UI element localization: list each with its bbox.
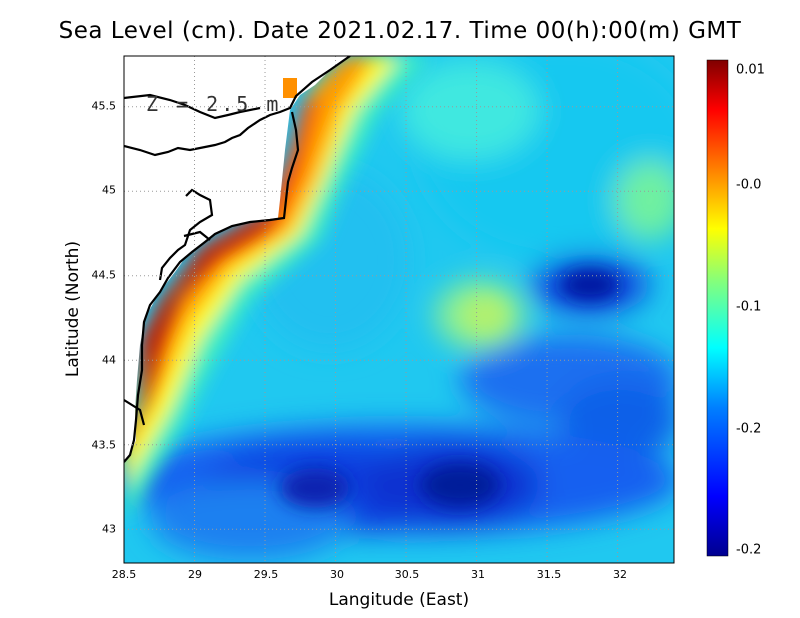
map-title: Sea Level (cm). Date 2021.02.17. Time 00… bbox=[58, 18, 742, 44]
y-tick: 45.5 bbox=[91, 99, 117, 113]
x-tick: 31.5 bbox=[536, 568, 562, 581]
map-grid bbox=[124, 56, 674, 563]
colorbar-tick: -0.2 bbox=[736, 421, 762, 437]
x-tick: 28.5 bbox=[111, 568, 137, 581]
x-tick: 29.5 bbox=[253, 568, 279, 581]
x-tick: 32 bbox=[613, 568, 627, 581]
y-tick: 43.5 bbox=[91, 438, 117, 452]
y-tick: 44.5 bbox=[91, 268, 117, 282]
x-axis-label: Langitude (East) bbox=[328, 590, 470, 610]
x-tick: 30.5 bbox=[394, 568, 420, 581]
plot-frame bbox=[123, 55, 675, 564]
coastline bbox=[124, 56, 351, 463]
x-tick: 30 bbox=[330, 568, 344, 581]
colorbar-tick: -0.1 bbox=[736, 299, 762, 315]
y-axis-label: Latitude (North) bbox=[63, 240, 83, 378]
colorbar-tick: -0.2 bbox=[736, 542, 762, 558]
colorbar-tick: -0.0 bbox=[736, 177, 762, 193]
y-tick: 43 bbox=[102, 522, 116, 536]
colorbar bbox=[706, 59, 729, 557]
y-tick: 45 bbox=[102, 183, 116, 197]
land-area bbox=[124, 56, 350, 462]
x-tick: 31 bbox=[471, 568, 485, 581]
depth-label: Z = 2.5 m bbox=[146, 92, 282, 116]
sea-level-field bbox=[124, 56, 674, 563]
x-tick: 29 bbox=[188, 568, 202, 581]
y-tick: 44 bbox=[102, 353, 116, 367]
colorbar-tick: 0.01 bbox=[736, 62, 765, 78]
